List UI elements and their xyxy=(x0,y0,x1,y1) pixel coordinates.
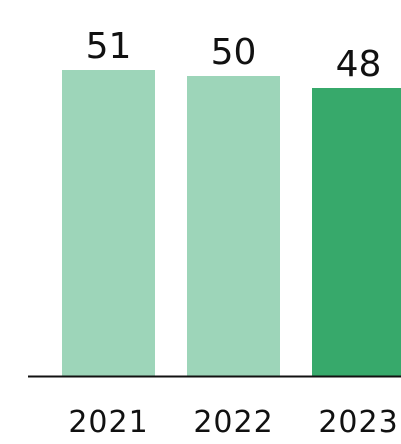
value-label: 50 xyxy=(211,32,257,73)
bar xyxy=(187,76,280,376)
bar xyxy=(62,70,155,376)
value-label: 48 xyxy=(336,44,382,85)
category-label: 2023 xyxy=(318,405,398,440)
bar xyxy=(312,88,401,376)
category-label: 2021 xyxy=(68,405,148,440)
category-label: 2022 xyxy=(193,405,273,440)
value-label: 51 xyxy=(86,26,132,67)
